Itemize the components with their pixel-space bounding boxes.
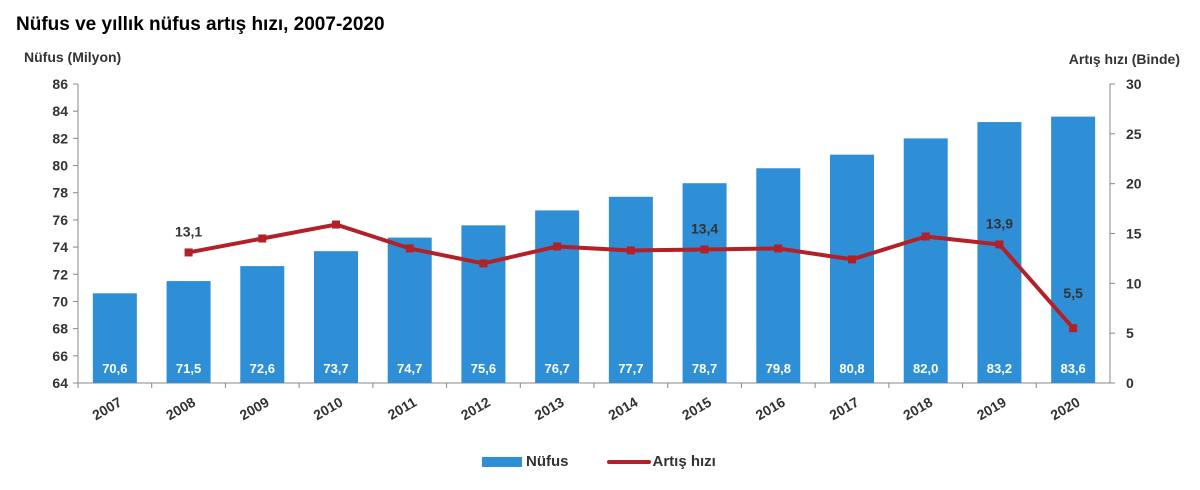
right-tick-label: 25 — [1126, 126, 1142, 142]
line-point — [332, 220, 340, 229]
right-tick-label: 20 — [1126, 176, 1142, 192]
line-point — [479, 259, 488, 268]
right-tick-label: 30 — [1126, 76, 1142, 92]
bar-label: 78,7 — [692, 361, 717, 376]
bar-label: 80,8 — [839, 361, 864, 376]
bar — [387, 237, 432, 383]
line-point — [921, 232, 930, 241]
left-tick-label: 78 — [52, 185, 68, 201]
bar-label: 75,6 — [471, 361, 496, 376]
x-tick-label: 2014 — [605, 394, 640, 424]
left-tick-label: 72 — [52, 266, 68, 282]
legend: Nüfus Artış hızı — [482, 453, 716, 470]
bar — [903, 138, 948, 383]
bar — [608, 196, 653, 383]
line-label: 13,9 — [986, 215, 1013, 231]
chart-title: Nüfus ve yıllık nüfus artış hızı, 2007-2… — [16, 14, 385, 35]
right-tick-label: 0 — [1126, 375, 1134, 391]
x-tick-label: 2017 — [827, 394, 862, 424]
bar-label: 83,6 — [1060, 361, 1085, 376]
line-label: 13,1 — [175, 223, 202, 239]
line-point — [848, 255, 856, 264]
x-tick-label: 2010 — [311, 394, 346, 424]
bar — [92, 293, 137, 383]
x-tick-label: 2019 — [974, 394, 1009, 424]
bar — [166, 281, 211, 383]
x-tick-label: 2007 — [89, 394, 124, 424]
line-label: 5,5 — [1063, 285, 1083, 301]
bar-label: 74,7 — [397, 361, 422, 376]
x-tick-label: 2018 — [900, 394, 935, 424]
left-tick-label: 74 — [52, 239, 68, 255]
line-point — [553, 242, 562, 251]
bar — [682, 183, 727, 383]
bar-label: 83,2 — [987, 361, 1012, 376]
legend-label-nufus: Nüfus — [526, 453, 569, 470]
left-tick-label: 84 — [52, 103, 68, 119]
line-point — [258, 234, 267, 243]
bar — [535, 210, 580, 383]
line-point — [184, 248, 193, 257]
line-point — [700, 245, 709, 254]
legend-swatch-line — [606, 459, 651, 464]
bar-label: 82,0 — [913, 361, 938, 376]
left-tick-label: 66 — [52, 348, 68, 364]
bar-label: 73,7 — [323, 361, 348, 376]
bar-label: 70,6 — [102, 361, 127, 376]
legend-label-artis: Artış hızı — [652, 453, 716, 470]
left-tick-label: 86 — [52, 76, 68, 92]
bar-label: 72,6 — [250, 361, 275, 376]
x-tick-label: 2012 — [458, 394, 493, 424]
bar-label: 76,7 — [544, 361, 569, 376]
right-tick-label: 15 — [1126, 226, 1142, 242]
line-point — [1069, 324, 1078, 333]
bar-label: 79,8 — [766, 361, 791, 376]
bar — [240, 266, 285, 383]
left-tick-label: 70 — [52, 293, 68, 309]
x-tick-label: 2009 — [237, 394, 272, 424]
legend-swatch-bar — [482, 456, 522, 467]
left-tick-label: 82 — [52, 130, 68, 146]
left-tick-label: 68 — [52, 321, 68, 337]
left-tick-label: 80 — [52, 158, 68, 174]
bar — [830, 154, 874, 383]
right-tick-label: 5 — [1126, 325, 1134, 341]
bar — [1051, 116, 1096, 384]
x-tick-label: 2008 — [163, 394, 198, 424]
bar — [461, 225, 506, 383]
x-tick-label: 2020 — [1048, 394, 1083, 424]
right-axis-label: Artış hızı (Binde) — [1069, 51, 1180, 67]
bar-label: 71,5 — [176, 361, 201, 376]
bar — [314, 251, 358, 383]
line-point — [995, 240, 1004, 249]
left-tick-label: 76 — [52, 212, 68, 228]
x-tick-label: 2015 — [679, 394, 714, 424]
bar-label: 77,7 — [618, 361, 643, 376]
line-point — [774, 244, 783, 253]
left-axis-label: Nüfus (Milyon) — [24, 49, 121, 65]
line-point — [626, 246, 635, 255]
left-tick-label: 64 — [52, 375, 68, 391]
x-tick-label: 2013 — [532, 394, 567, 424]
right-tick-label: 10 — [1126, 275, 1142, 291]
x-tick-label: 2016 — [753, 394, 788, 424]
line-label: 13,4 — [691, 220, 718, 236]
bar — [977, 122, 1022, 384]
line-point — [405, 244, 414, 253]
x-tick-label: 2011 — [385, 394, 419, 423]
bar — [756, 168, 801, 383]
